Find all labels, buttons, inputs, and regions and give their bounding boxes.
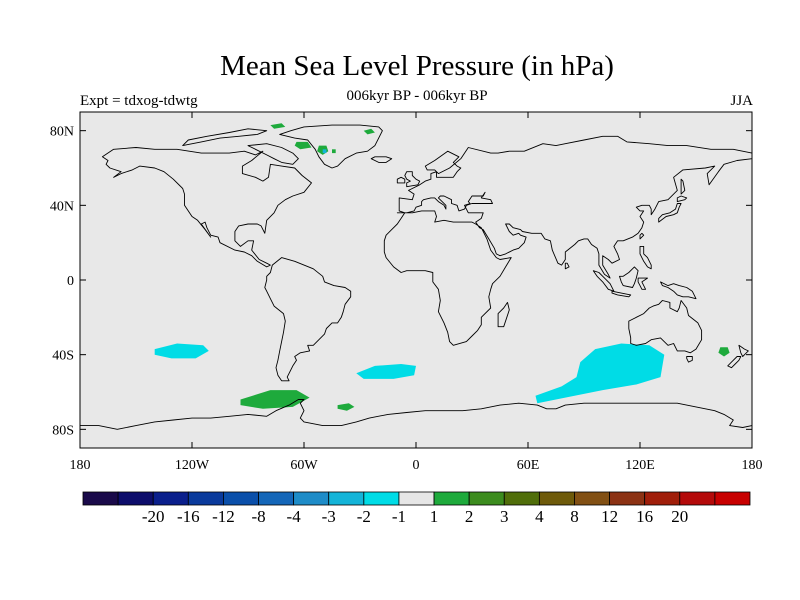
anomaly-indian-ocean-negative [535, 343, 665, 404]
coastline-tasmania [686, 356, 693, 363]
colorbar-box [258, 491, 295, 506]
lat-tick-label: 40N [50, 199, 74, 214]
colorbar-label: -3 [322, 507, 336, 526]
coastline-sulawesi [637, 277, 648, 290]
map-subtitle: 006kyr BP - 006kyr BP [346, 88, 488, 104]
colorbar-box [503, 491, 540, 506]
lon-tick-label: 0 [413, 458, 420, 473]
anomaly-south-pacific-negative [154, 343, 209, 359]
coastline-south-america [264, 257, 352, 382]
anomaly-south-atlantic-negative [356, 364, 416, 379]
season-label: JJA [730, 93, 753, 109]
coastline-antarctica [79, 399, 753, 449]
coastline-baffin-island [247, 143, 299, 165]
lon-tick-label: 60E [517, 458, 540, 473]
colorbar-label: -20 [142, 507, 165, 526]
axis-layer: 80N 40N 0 40S 80S 180 120W 60W 0 60E 120E 180 [50, 112, 763, 473]
coastline-new-zealand-north [738, 344, 749, 357]
lat-tick-label: 80N [50, 125, 74, 140]
colorbar-label: 12 [601, 507, 618, 526]
colorbar-box [538, 491, 575, 506]
coastline-philippines [639, 245, 652, 270]
colorbar-label: -8 [251, 507, 265, 526]
colorbar-box [609, 491, 646, 506]
colorbar-label: 8 [570, 507, 579, 526]
colorbar-label: -2 [357, 507, 371, 526]
coastline-canadian-archipelago [182, 128, 268, 147]
lon-tick-label: 180 [70, 458, 91, 473]
coastline-japan [658, 203, 682, 223]
anomaly-weddell-positive [337, 403, 355, 411]
colorbar-label: 16 [636, 507, 653, 526]
lat-tick-label: 80S [52, 423, 74, 438]
anomaly-layer [154, 123, 730, 411]
colorbar-box [433, 491, 470, 506]
colorbar-label: -16 [177, 507, 200, 526]
coastline-taiwan [639, 232, 645, 240]
colorbar-box [293, 491, 330, 506]
colorbar-box [82, 491, 119, 506]
anomaly-greenland-negative [322, 149, 327, 154]
colorbar-box [574, 491, 610, 506]
coastline-great-britain [404, 171, 421, 188]
coastline-new-guinea [660, 281, 697, 300]
coastline-new-zealand-south [727, 356, 742, 369]
lon-tick-label: 180 [742, 458, 763, 473]
coastline-layer [79, 124, 753, 449]
colorbar-label: -12 [212, 507, 235, 526]
colorbar-box [328, 491, 365, 506]
coastline-ireland [396, 176, 406, 184]
anomaly-drake-passage-positive [240, 390, 310, 409]
coastline-madagascar [497, 301, 510, 328]
colorbar-box [187, 491, 224, 506]
lon-tick-label: 120W [175, 458, 210, 473]
colorbar-box [644, 491, 681, 506]
colorbar-box [398, 491, 435, 506]
coastline-sakhalin [680, 178, 686, 195]
lat-tick-label: 40S [52, 349, 74, 364]
coastline-australia [628, 300, 703, 354]
coastline-eurasia-africa [383, 135, 753, 346]
colorbar-label: 4 [535, 507, 544, 526]
anomaly-new-zealand-positive [718, 347, 730, 357]
colorbar-box [363, 491, 400, 506]
coastline-sri-lanka [564, 262, 570, 270]
lat-tick-label: 0 [67, 274, 74, 289]
colorbar-label: 20 [671, 507, 688, 526]
colorbar-box [714, 491, 751, 506]
lon-tick-label: 60W [290, 458, 318, 473]
map-title: Mean Sea Level Pressure (in hPa) [220, 50, 614, 82]
coastline-greenland [279, 124, 383, 169]
colorbar-label: 3 [500, 507, 509, 526]
colorbar-label: -1 [392, 507, 406, 526]
colorbar-box [117, 491, 154, 506]
colorbar-box [468, 491, 505, 506]
colorbar-label: 1 [430, 507, 439, 526]
coastline-iceland [370, 156, 393, 163]
anomaly-greenland-positive-north [270, 123, 286, 129]
anomaly-greenland-positive-east-small [332, 149, 336, 154]
colorbar-label: 2 [465, 507, 474, 526]
map-ocean-background [80, 112, 752, 448]
coastline-hokkaido [676, 195, 688, 203]
colorbar-box [152, 491, 189, 506]
colorbar: -20 -16 -12 -8 -4 -3 -2 -1 1 2 3 4 8 12 16 20 [82, 491, 751, 526]
colorbar-label: -4 [287, 507, 302, 526]
experiment-label: Expt = tdxog-tdwtg [80, 93, 198, 109]
anomaly-greenland-positive-northeast [363, 128, 375, 135]
lon-tick-label: 120E [625, 458, 655, 473]
coastline-borneo [619, 266, 639, 288]
anomaly-greenland-positive-west [294, 141, 312, 150]
colorbar-box [223, 491, 259, 506]
colorbar-box [679, 491, 716, 506]
coastline-north-america [101, 147, 312, 268]
coastline-java [611, 290, 632, 298]
